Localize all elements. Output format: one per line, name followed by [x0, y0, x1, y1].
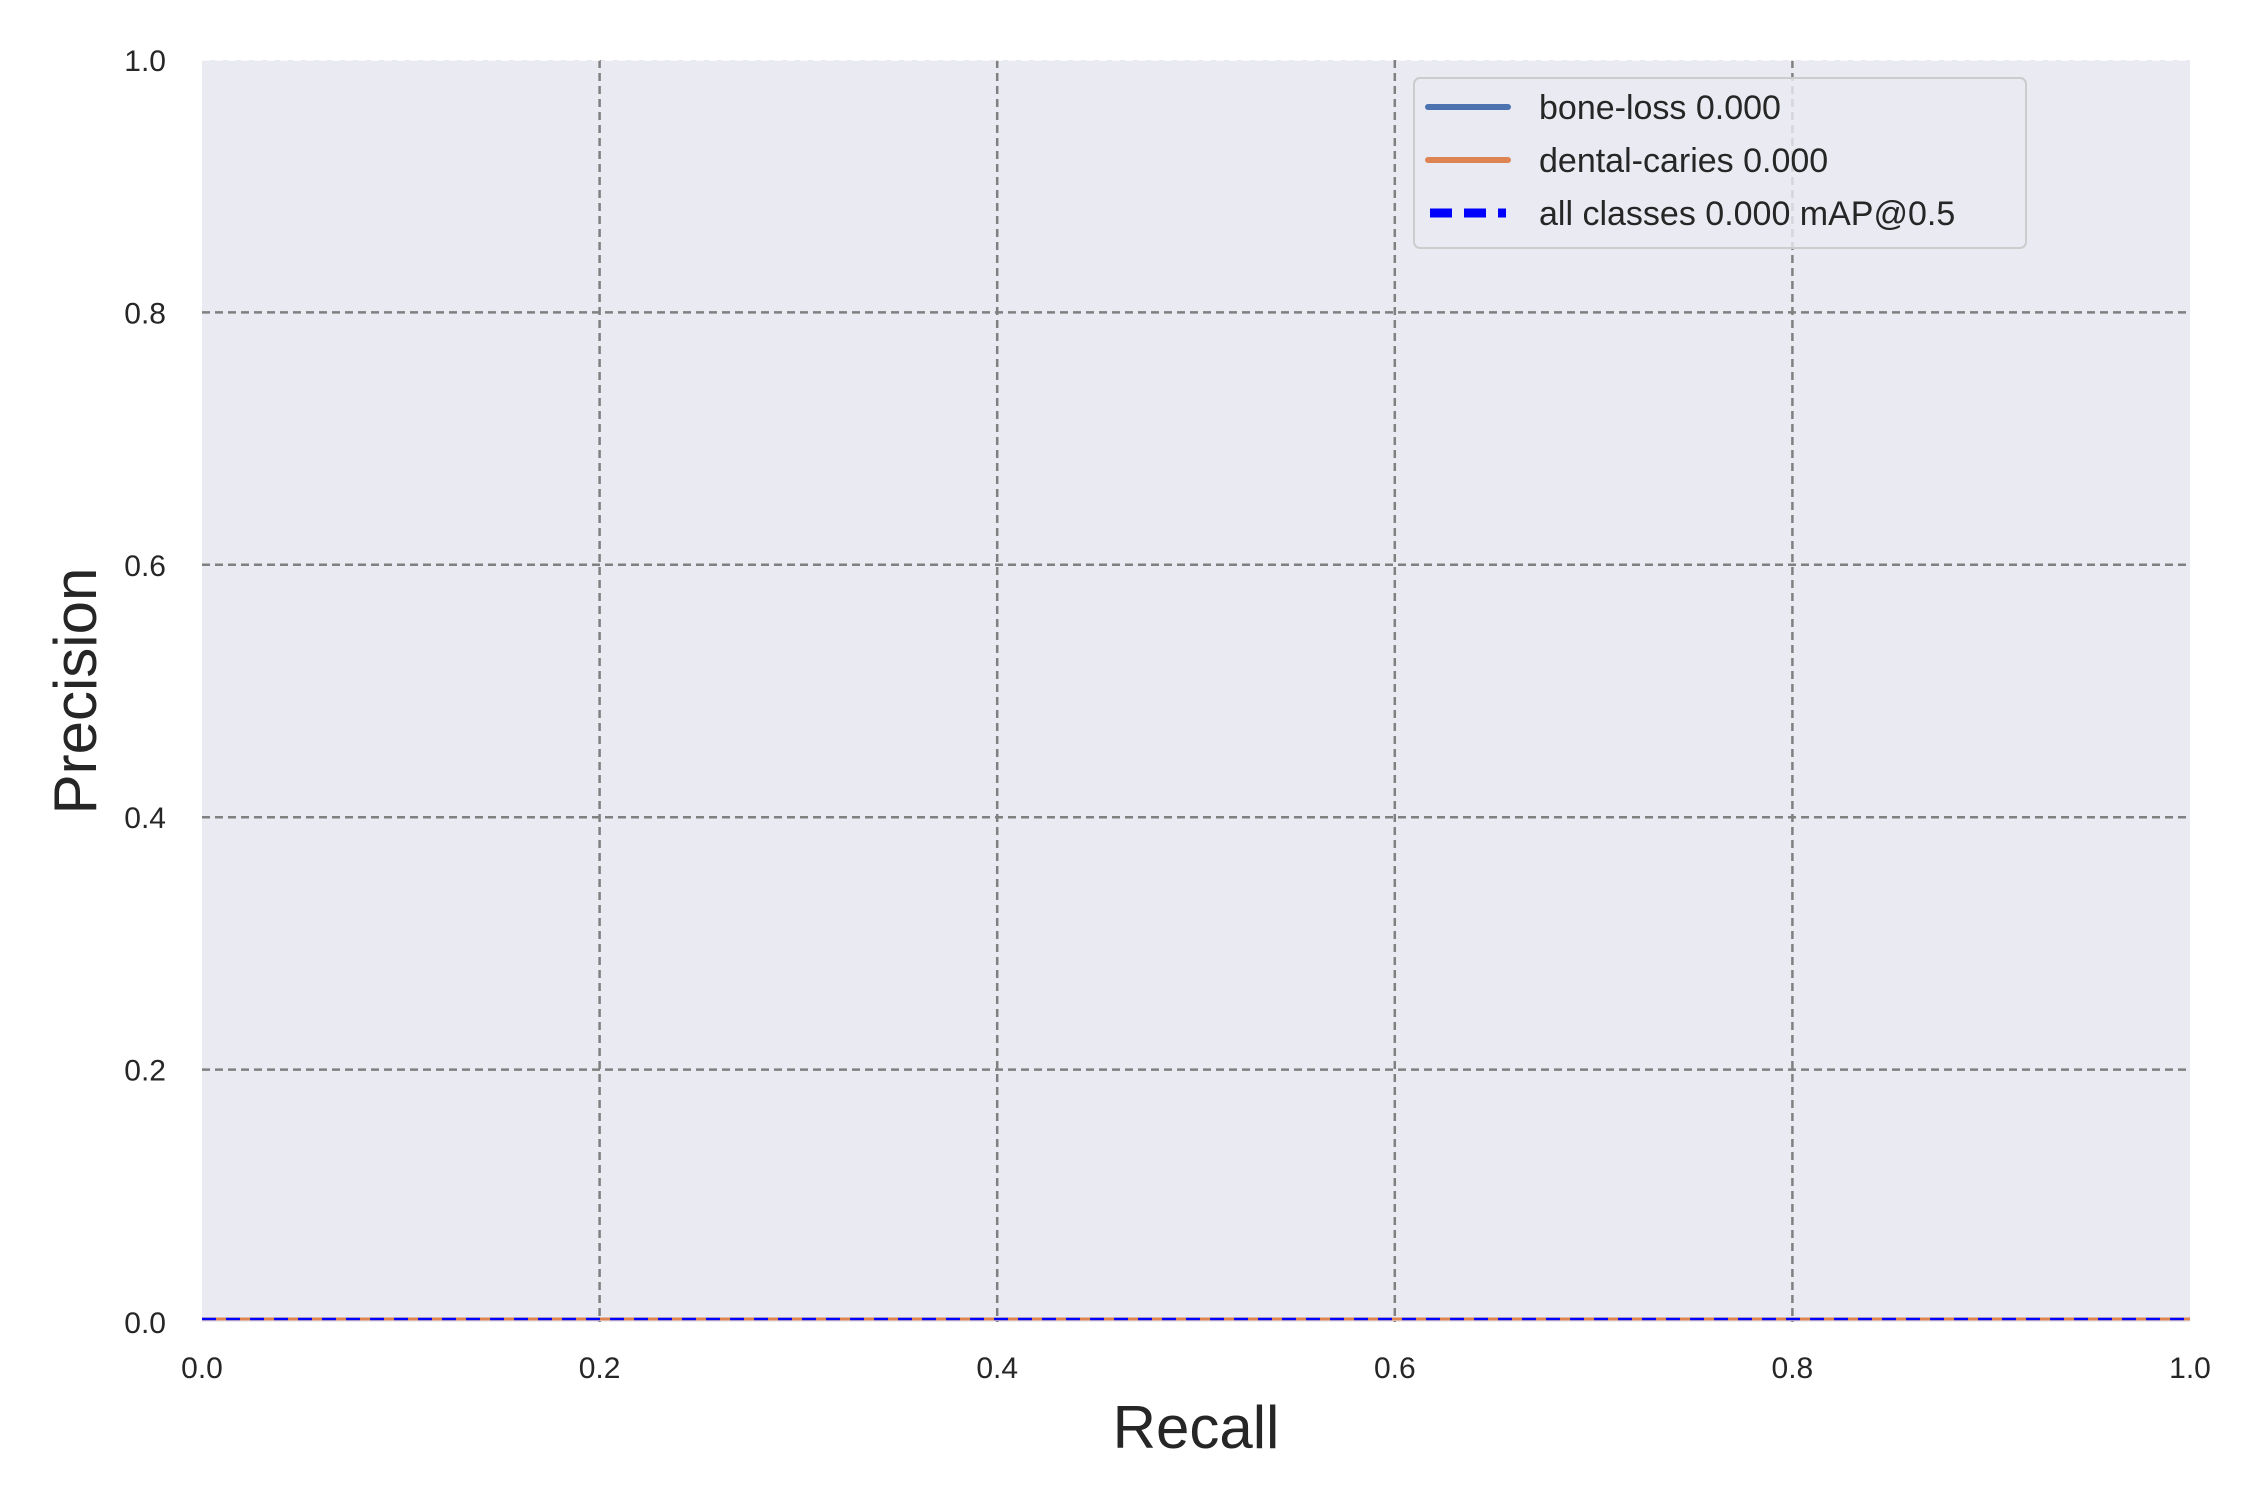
legend-label-dental-caries: dental-caries 0.000 [1539, 142, 1828, 180]
x-tick-label: 0.0 [181, 1352, 223, 1385]
x-tick-label: 1.0 [2169, 1352, 2211, 1385]
legend-label-all-classes: all classes 0.000 mAP@0.5 [1539, 195, 1955, 233]
x-axis-label: Recall [1113, 1394, 1280, 1461]
tick-labels: 0.0 0.2 0.4 0.6 0.8 1.0 0.0 0.2 0.4 0.6 0.8 1.0 [124, 45, 2211, 1385]
x-tick-label: 0.8 [1772, 1352, 1814, 1385]
y-tick-label: 0.6 [124, 550, 166, 583]
x-tick-label: 0.2 [579, 1352, 621, 1385]
legend-box [1413, 77, 2027, 249]
legend: bone-loss 0.000 dental-caries 0.000 all … [1413, 77, 2027, 249]
x-tick-label: 0.4 [976, 1352, 1018, 1385]
y-tick-label: 1.0 [124, 45, 166, 78]
grid-lines [202, 59, 2190, 1322]
x-tick-label: 0.6 [1374, 1352, 1416, 1385]
y-tick-label: 0.4 [124, 802, 166, 835]
plot-area [202, 60, 2190, 1322]
legend-label-bone-loss: bone-loss 0.000 [1539, 89, 1781, 127]
y-axis-label: Precision [42, 568, 109, 815]
y-tick-label: 0.2 [124, 1055, 166, 1088]
y-tick-label: 0.8 [124, 297, 166, 330]
y-tick-label: 0.0 [124, 1307, 166, 1340]
